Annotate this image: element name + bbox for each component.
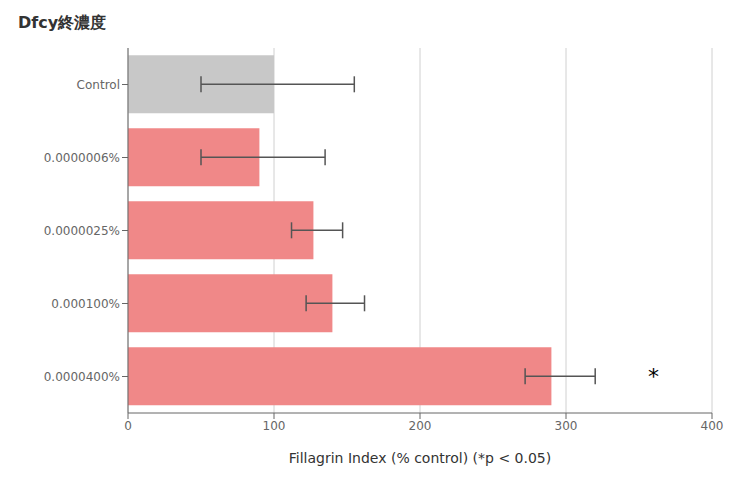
svg-text:200: 200 (409, 419, 432, 433)
svg-text:0: 0 (124, 419, 132, 433)
svg-text:Control: Control (77, 78, 120, 92)
html-text:Dfcy終濃度: Dfcy終濃度 (18, 13, 107, 32)
svg-text:100: 100 (263, 419, 286, 433)
svg-text:0.000100%: 0.000100% (51, 297, 120, 311)
svg-text:Fillagrin Index (% control) (*: Fillagrin Index (% control) (*p < 0.05) (289, 450, 551, 466)
svg-text:*: * (648, 364, 659, 389)
svg-text:400: 400 (701, 419, 724, 433)
svg-text:300: 300 (555, 419, 578, 433)
svg-text:0.0000006%: 0.0000006% (44, 151, 120, 165)
svg-text:0.0000025%: 0.0000025% (44, 224, 120, 238)
svg-text:0.0000400%: 0.0000400% (44, 370, 120, 384)
